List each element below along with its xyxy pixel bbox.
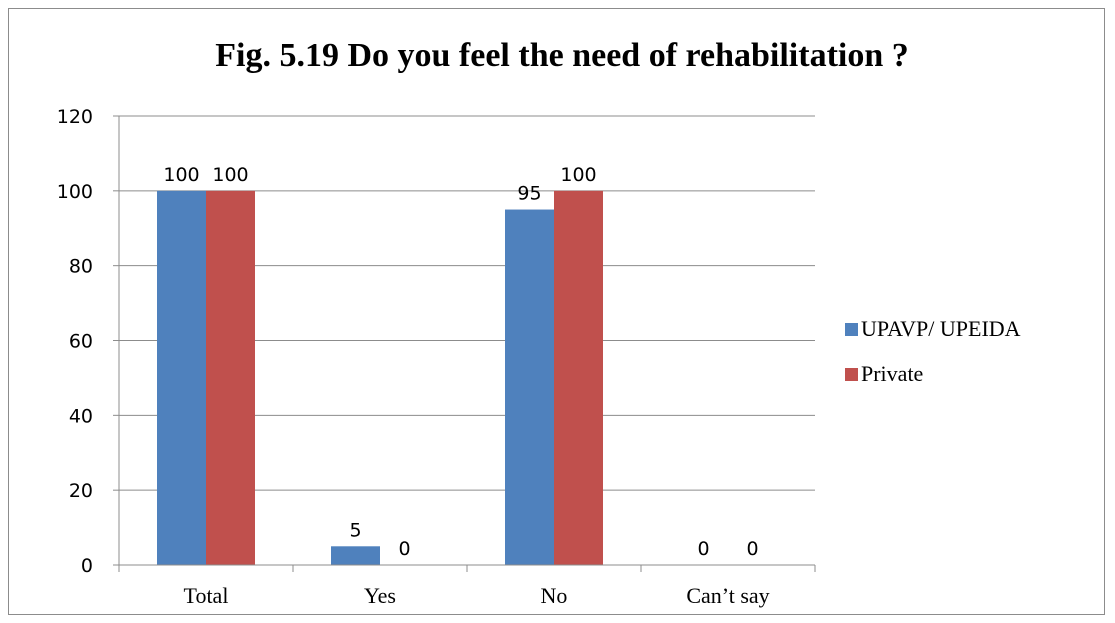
data-label: 100 bbox=[560, 164, 596, 186]
y-tick-label: 60 bbox=[69, 331, 93, 353]
legend-swatch bbox=[845, 368, 858, 381]
y-tick-label: 100 bbox=[57, 181, 93, 203]
x-tick-label: No bbox=[541, 583, 568, 608]
chart-title: Fig. 5.19 Do you feel the need of rehabi… bbox=[215, 37, 909, 74]
x-tick-label: Yes bbox=[364, 583, 396, 608]
data-label: 0 bbox=[746, 538, 758, 560]
y-tick-label: 120 bbox=[57, 106, 93, 128]
data-labels: 100 100 5 0 95 100 0 0 bbox=[163, 164, 758, 560]
legend-swatch bbox=[845, 323, 858, 336]
data-label: 100 bbox=[212, 164, 248, 186]
y-tick-label: 0 bbox=[81, 555, 93, 577]
data-label: 5 bbox=[349, 519, 361, 541]
bar bbox=[554, 190, 603, 566]
bar bbox=[206, 190, 255, 566]
data-label: 0 bbox=[398, 538, 410, 560]
legend: UPAVP/ UPEIDA Private bbox=[845, 316, 1021, 386]
bar bbox=[331, 546, 380, 565]
legend-label: Private bbox=[861, 361, 923, 386]
x-tick-label: Can’t say bbox=[686, 583, 769, 608]
legend-label: UPAVP/ UPEIDA bbox=[861, 316, 1021, 341]
data-label: 100 bbox=[163, 164, 199, 186]
bars bbox=[157, 190, 603, 566]
bar bbox=[505, 209, 554, 565]
x-tick-label: Total bbox=[184, 583, 229, 608]
y-tick-label: 40 bbox=[69, 405, 93, 427]
data-label: 0 bbox=[697, 538, 709, 560]
axes: 0 20 40 60 80 100 120 Total Yes No Can’t say bbox=[57, 106, 816, 608]
y-tick-label: 80 bbox=[69, 256, 93, 278]
bar bbox=[157, 190, 206, 566]
data-label: 95 bbox=[517, 183, 541, 205]
y-tick-label: 20 bbox=[69, 480, 93, 502]
